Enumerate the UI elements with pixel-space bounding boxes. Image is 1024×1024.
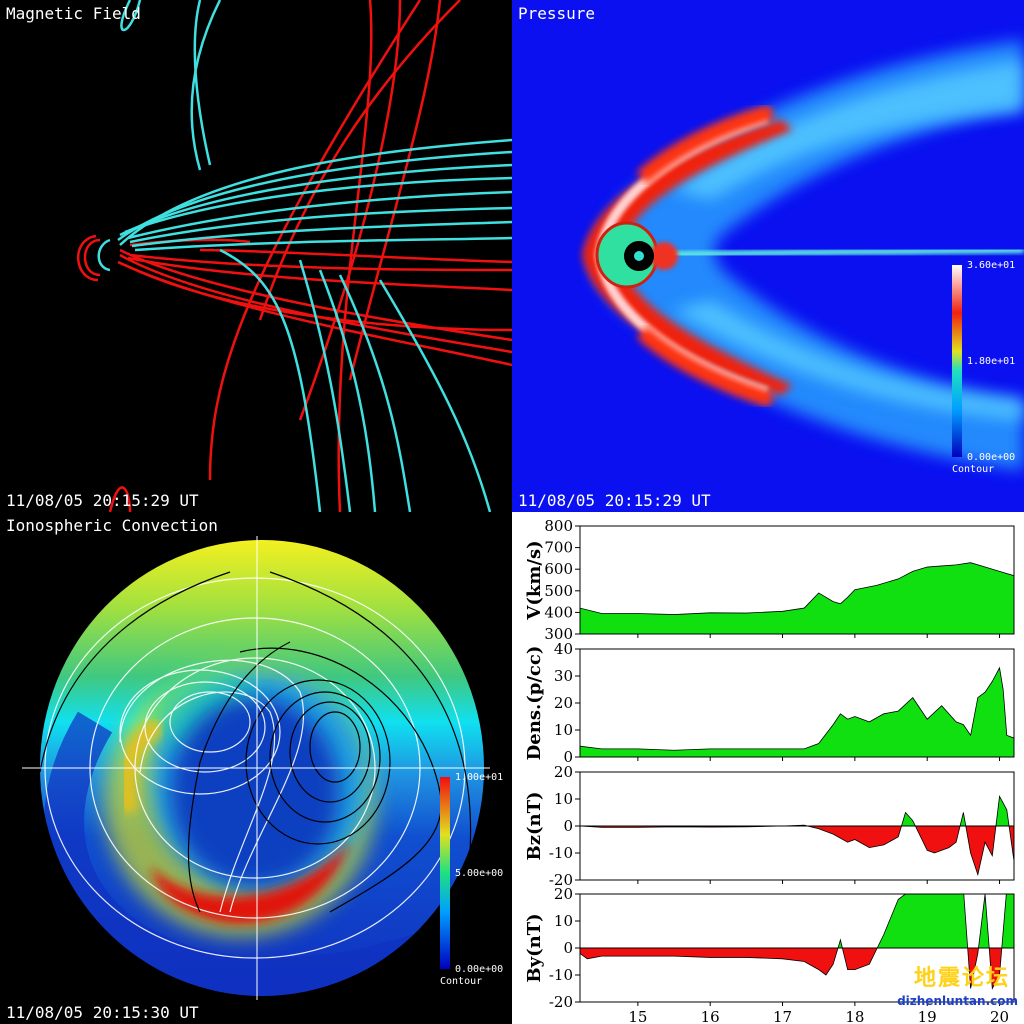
v-km-s-ytick-label: 400 xyxy=(544,603,573,621)
watermark-url: dizhenluntan.com xyxy=(897,994,1018,1008)
bz-nt-ytick-label: -10 xyxy=(549,844,573,862)
dens-p-cc-ytick-label: 30 xyxy=(554,667,573,685)
bz-nt-ytick-label: 10 xyxy=(554,790,573,808)
iono-cb-min: 0.00e+00 xyxy=(455,964,503,975)
iono-cb-max: 1.00e+01 xyxy=(455,772,503,783)
bz-nt-negative-area xyxy=(580,826,1014,875)
bz-nt-ytick-label: 20 xyxy=(554,763,573,781)
by-nt-ytick-label: 20 xyxy=(554,885,573,903)
cyan-field-lines xyxy=(97,0,512,512)
by-nt-ylabel: By(nT) xyxy=(524,913,545,982)
v-km-s-ytick-label: 300 xyxy=(544,625,573,643)
watermark-cn: 地震论坛 xyxy=(913,966,1010,991)
by-nt-ytick-label: 10 xyxy=(554,912,573,930)
ionosphere-map: 1.00e+01 5.00e+00 0.00e+00 Contour xyxy=(22,536,503,1000)
bz-nt-line xyxy=(580,794,1014,877)
dens-p-cc-ytick-label: 0 xyxy=(563,748,573,766)
bz-nt-ylabel: Bz(nT) xyxy=(524,792,545,861)
by-nt-ytick-label: -10 xyxy=(549,966,573,984)
by-nt-ytick-label: 0 xyxy=(563,939,573,957)
xtick-label: 16 xyxy=(701,1008,720,1024)
v-km-s-ytick-label: 700 xyxy=(544,539,573,557)
ionosphere-timestamp: 11/08/05 20:15:30 UT xyxy=(6,1003,199,1022)
auroral-oval xyxy=(150,842,350,924)
dens-p-cc-area xyxy=(580,667,1014,757)
subplot-v-km-s: 300 400 500 600 700 800 V(km/s) xyxy=(524,517,1015,643)
ionosphere-colorbar xyxy=(440,777,450,969)
dens-p-cc-ylabel: Dens.(p/cc) xyxy=(524,646,545,761)
pressure-cb-mid: 1.80e+01 xyxy=(967,356,1015,367)
pressure-title: Pressure xyxy=(518,4,596,23)
by-nt-ytick-label: -20 xyxy=(549,993,573,1011)
bz-nt-ytick-label: 0 xyxy=(563,817,573,835)
v-km-s-ytick-label: 800 xyxy=(544,517,573,535)
red-field-lines xyxy=(77,0,512,512)
by-nt-line xyxy=(580,894,1007,990)
dens-p-cc-ytick-label: 20 xyxy=(554,694,573,712)
magnetic-field-timestamp: 11/08/05 20:15:29 UT xyxy=(6,491,199,510)
xtick-label: 17 xyxy=(773,1008,792,1024)
subplot-bz-nt: -20 -10 0 10 20 Bz(nT) xyxy=(524,763,1015,889)
timeseries-chart: 300 400 500 600 700 800 V(km/s) 0 10 20 30 40 Dens.(… xyxy=(524,517,1015,1024)
ionosphere-title: Ionospheric Convection xyxy=(6,516,218,535)
magnetic-field-panel: Magnetic Field 11/08/05 20:15:29 UT xyxy=(0,0,512,512)
by-nt-positive-area xyxy=(580,894,1014,948)
dens-p-cc-ytick-label: 10 xyxy=(554,721,573,739)
solar-wind-timeseries-panel: 300 400 500 600 700 800 V(km/s) 0 10 20 30 40 Dens.(… xyxy=(512,512,1024,1024)
field-lines-plot xyxy=(77,0,512,512)
dens-p-cc-ytick-label: 40 xyxy=(554,640,573,658)
v-km-s-ytick-label: 500 xyxy=(544,582,573,600)
v-km-s-frame xyxy=(579,525,1015,635)
pressure-cb-min: 0.00e+00 xyxy=(967,452,1015,463)
xtick-label: 20 xyxy=(990,1008,1009,1024)
pressure-cb-max: 3.60e+01 xyxy=(967,260,1015,271)
iono-cb-caption: Contour xyxy=(440,976,482,987)
dens-p-cc-line xyxy=(580,666,1014,751)
bz-nt-positive-area xyxy=(580,796,1014,826)
iono-cb-mid: 5.00e+00 xyxy=(455,868,503,879)
ionospheric-convection-panel: 1.00e+01 5.00e+00 0.00e+00 Contour Ionos… xyxy=(0,512,512,1024)
bz-nt-ytick-label: -20 xyxy=(549,871,573,889)
v-km-s-ytick-label: 600 xyxy=(544,560,573,578)
v-km-s-ylabel: V(km/s) xyxy=(524,540,545,620)
magnetic-field-title: Magnetic Field xyxy=(6,4,141,23)
pressure-timestamp: 11/08/05 20:15:29 UT xyxy=(518,491,711,510)
pressure-panel: 3.60e+01 1.80e+01 0.00e+00 Contour Press… xyxy=(512,0,1024,512)
v-km-s-area xyxy=(580,562,1014,634)
subplot-by-nt: -20 -10 0 10 20 By(nT) 15 16 17 18 19 20 xyxy=(524,885,1015,1024)
plasma-sheet xyxy=(651,247,1024,258)
pressure-cb-caption: Contour xyxy=(952,464,994,475)
subplot-dens-p-cc: 0 10 20 30 40 Dens.(p/cc) xyxy=(524,640,1015,766)
xtick-label: 18 xyxy=(845,1008,864,1024)
xtick-label: 19 xyxy=(918,1008,937,1024)
pressure-colorbar xyxy=(952,265,962,457)
pressure-map: 3.60e+01 1.80e+01 0.00e+00 Contour xyxy=(512,0,1024,512)
potential-contours-black xyxy=(39,571,472,913)
xtick-label: 15 xyxy=(628,1008,647,1024)
v-km-s-line xyxy=(580,562,1014,615)
